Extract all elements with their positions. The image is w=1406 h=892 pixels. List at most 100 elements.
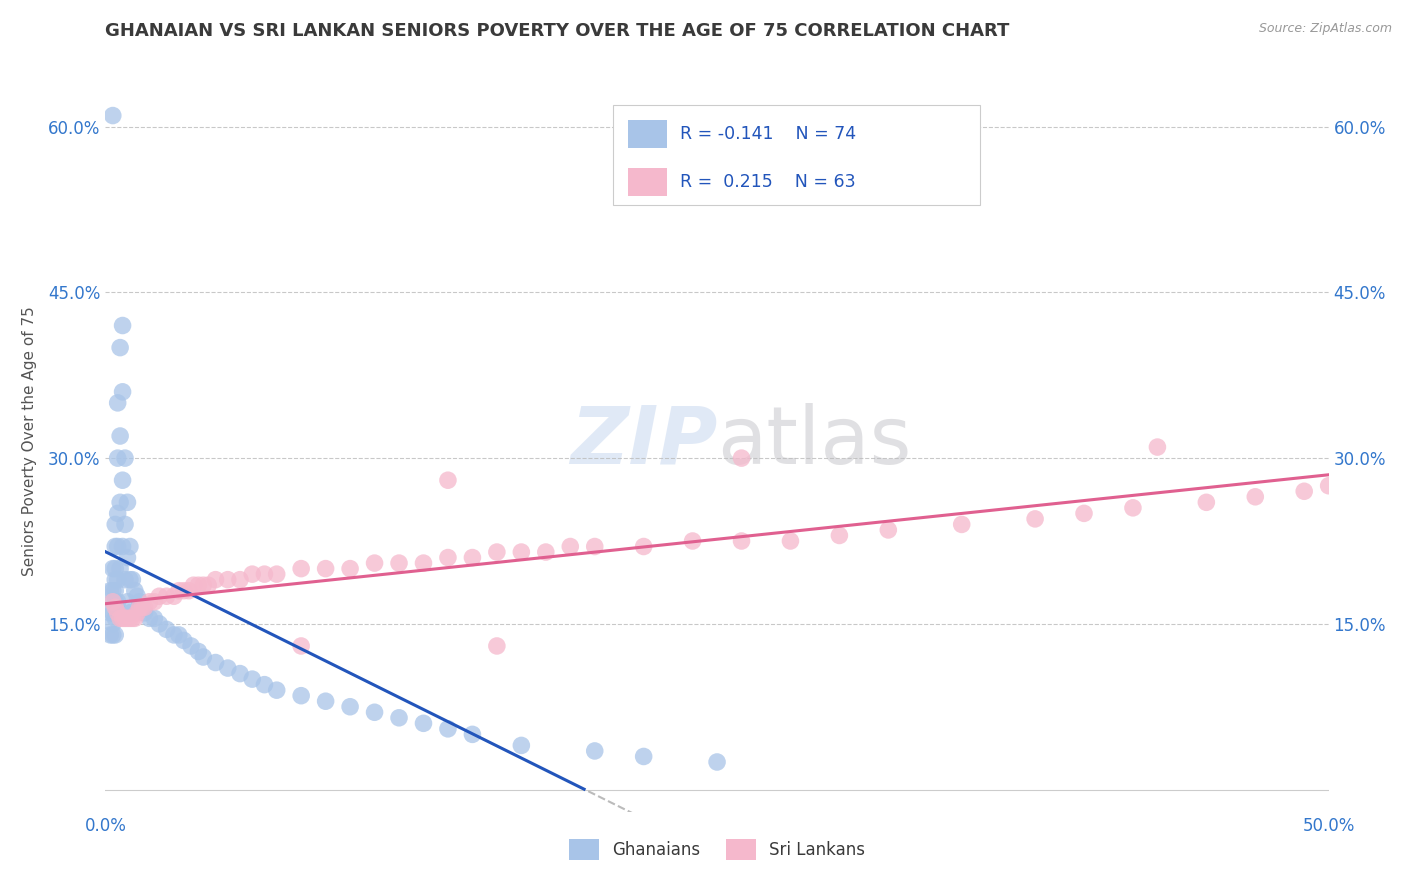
Point — [101, 595, 124, 609]
Point — [339, 699, 361, 714]
Point — [253, 678, 276, 692]
Point — [510, 545, 533, 559]
Point — [583, 540, 606, 554]
Point — [682, 533, 704, 548]
Point — [127, 589, 149, 603]
Point — [134, 600, 156, 615]
Point — [266, 683, 288, 698]
Point — [183, 578, 205, 592]
Point — [706, 755, 728, 769]
Point — [108, 561, 131, 575]
Point — [107, 595, 129, 609]
Point — [1195, 495, 1218, 509]
Point — [101, 583, 124, 598]
Point — [117, 611, 139, 625]
Point — [633, 749, 655, 764]
Point — [290, 689, 312, 703]
Point — [101, 109, 124, 123]
Point — [217, 573, 239, 587]
Text: ZIP: ZIP — [569, 402, 717, 481]
Point — [114, 517, 136, 532]
Y-axis label: Seniors Poverty Over the Age of 75: Seniors Poverty Over the Age of 75 — [22, 307, 37, 576]
Point — [143, 611, 166, 625]
Point — [229, 573, 252, 587]
Point — [114, 451, 136, 466]
Point — [107, 507, 129, 521]
Point — [131, 600, 153, 615]
Point — [204, 573, 226, 587]
Point — [117, 595, 139, 609]
Point — [240, 672, 263, 686]
Point — [107, 573, 129, 587]
Point — [108, 495, 131, 509]
Point — [127, 606, 149, 620]
Point — [193, 578, 215, 592]
Point — [266, 567, 288, 582]
Point — [779, 533, 801, 548]
Text: Source: ZipAtlas.com: Source: ZipAtlas.com — [1258, 22, 1392, 36]
Point — [148, 616, 170, 631]
Point — [143, 595, 166, 609]
Point — [388, 556, 411, 570]
Point — [950, 517, 973, 532]
Point — [173, 633, 195, 648]
Point — [104, 561, 127, 575]
Point — [1294, 484, 1316, 499]
Point — [98, 583, 121, 598]
Point — [485, 639, 508, 653]
Point — [229, 666, 252, 681]
Point — [148, 589, 170, 603]
Point — [101, 561, 124, 575]
Point — [437, 550, 460, 565]
Point — [104, 573, 127, 587]
Point — [107, 606, 129, 620]
Point — [290, 639, 312, 653]
Point — [117, 550, 139, 565]
Point — [104, 600, 127, 615]
Point — [111, 384, 134, 399]
Point — [253, 567, 276, 582]
Point — [534, 545, 557, 559]
Point — [121, 611, 143, 625]
Point — [388, 711, 411, 725]
Point — [633, 540, 655, 554]
Point — [1317, 479, 1340, 493]
Point — [134, 606, 156, 620]
Point — [108, 611, 131, 625]
Point — [240, 567, 263, 582]
Point — [290, 561, 312, 575]
Point — [187, 578, 209, 592]
Point — [128, 595, 150, 609]
Point — [180, 639, 202, 653]
Point — [315, 694, 337, 708]
Point — [104, 583, 127, 598]
Point — [461, 727, 484, 741]
Point — [111, 473, 134, 487]
Point — [138, 611, 160, 625]
Point — [187, 644, 209, 658]
Point — [193, 650, 215, 665]
Point — [101, 595, 124, 609]
Text: R =  0.215    N = 63: R = 0.215 N = 63 — [681, 173, 856, 192]
Text: GHANAIAN VS SRI LANKAN SENIORS POVERTY OVER THE AGE OF 75 CORRELATION CHART: GHANAIAN VS SRI LANKAN SENIORS POVERTY O… — [105, 22, 1010, 40]
Point — [118, 611, 141, 625]
Point — [117, 495, 139, 509]
Point — [104, 628, 127, 642]
Point — [107, 540, 129, 554]
Point — [108, 341, 131, 355]
Point — [124, 583, 146, 598]
Point — [107, 396, 129, 410]
Point — [104, 611, 127, 625]
Point — [104, 595, 127, 609]
Point — [114, 573, 136, 587]
Point — [560, 540, 582, 554]
Point — [167, 583, 190, 598]
Point — [163, 589, 186, 603]
Point — [877, 523, 900, 537]
Point — [118, 540, 141, 554]
Point — [111, 611, 134, 625]
Point — [1024, 512, 1046, 526]
Point — [121, 573, 143, 587]
Point — [510, 739, 533, 753]
Point — [412, 556, 434, 570]
